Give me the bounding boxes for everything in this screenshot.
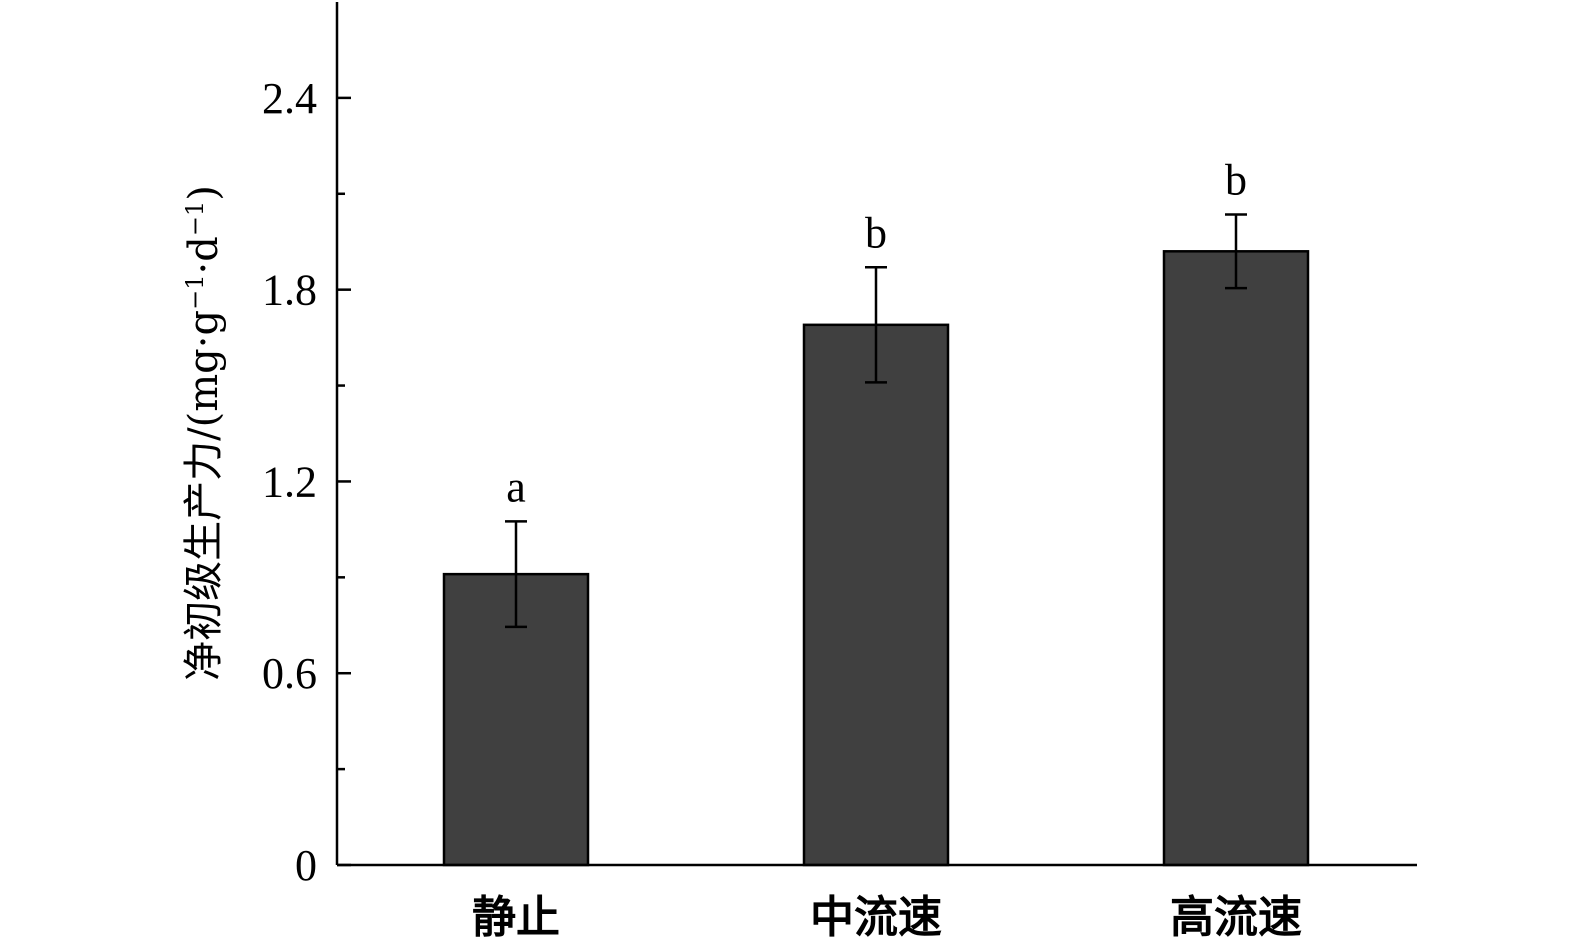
y-tick-label-2: 1.2 [262,457,317,506]
bar-1 [802,323,950,867]
error-bars-layer [505,213,1247,629]
y-tick-label-3: 1.8 [262,266,317,315]
significance-label-2: b [1225,156,1247,205]
y-ticks-layer [337,96,351,867]
y-tick-label-4: 2.4 [262,74,317,123]
x-tick-label-1: 中流速 [810,892,942,943]
labels-layer: a 静止 b 中流速 b 高流速 0 0.6 1.2 1.8 2.4 [262,74,1302,943]
x-tick-label-0: 静止 [472,892,560,943]
y-tick-label-0: 0 [295,841,317,890]
x-tick-label-2: 高流速 [1170,892,1302,943]
axes-layer [335,2,1417,867]
y-tick-label-1: 0.6 [262,649,317,698]
y-axis-title: 净初级生产力/(mg·g−1·d−1) [181,185,227,681]
bar-2 [1162,250,1310,867]
significance-label-0: a [506,462,526,511]
significance-label-1: b [865,208,887,257]
